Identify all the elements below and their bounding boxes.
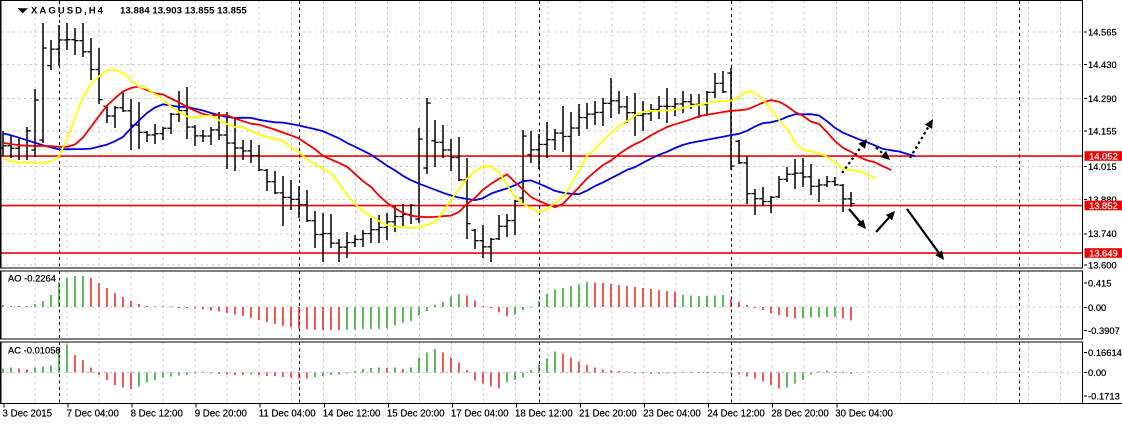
svg-text:13.884 13.903 13.855 13.855: 13.884 13.903 13.855 13.855 [120,6,247,17]
svg-text:30 Dec 04:00: 30 Dec 04:00 [835,409,893,420]
svg-text:0.16614: 0.16614 [1088,347,1122,358]
svg-text:14.290: 14.290 [1088,93,1117,104]
svg-text:0.00: 0.00 [1088,367,1106,378]
svg-text:-0.3907: -0.3907 [1088,325,1120,336]
svg-text:AC -0.01058: AC -0.01058 [8,344,61,355]
svg-text:14.430: 14.430 [1088,59,1117,70]
svg-text:14.155: 14.155 [1088,125,1117,136]
svg-text:13.600: 13.600 [1088,260,1117,271]
svg-text:14.052: 14.052 [1089,150,1118,161]
svg-text:28 Dec 20:00: 28 Dec 20:00 [771,409,829,420]
svg-text:0.415: 0.415 [1088,278,1111,289]
svg-text:13.852: 13.852 [1089,200,1118,211]
svg-text:13.649: 13.649 [1089,247,1118,258]
svg-text:-0.1713: -0.1713 [1088,391,1120,402]
svg-text:XAGUSD,H4: XAGUSD,H4 [31,6,105,17]
svg-text:17 Dec 04:00: 17 Dec 04:00 [451,409,509,420]
svg-text:21 Dec 20:00: 21 Dec 20:00 [579,409,637,420]
svg-text:0.00: 0.00 [1088,302,1106,313]
svg-text:13.740: 13.740 [1088,228,1117,239]
svg-text:3 Dec 2015: 3 Dec 2015 [3,409,53,420]
svg-text:18 Dec 12:00: 18 Dec 12:00 [515,409,573,420]
svg-text:14.565: 14.565 [1088,26,1117,37]
svg-text:11 Dec 04:00: 11 Dec 04:00 [259,409,317,420]
svg-text:8 Dec 12:00: 8 Dec 12:00 [131,409,184,420]
svg-text:AO -0.2264: AO -0.2264 [8,272,56,283]
svg-text:9 Dec 20:00: 9 Dec 20:00 [195,409,248,420]
svg-text:14.015: 14.015 [1088,161,1117,172]
svg-text:23 Dec 04:00: 23 Dec 04:00 [643,409,701,420]
svg-text:15 Dec 20:00: 15 Dec 20:00 [387,409,445,420]
svg-text:14 Dec 12:00: 14 Dec 12:00 [323,409,381,420]
svg-text:7 Dec 04:00: 7 Dec 04:00 [67,409,120,420]
svg-text:24 Dec 12:00: 24 Dec 12:00 [707,409,765,420]
